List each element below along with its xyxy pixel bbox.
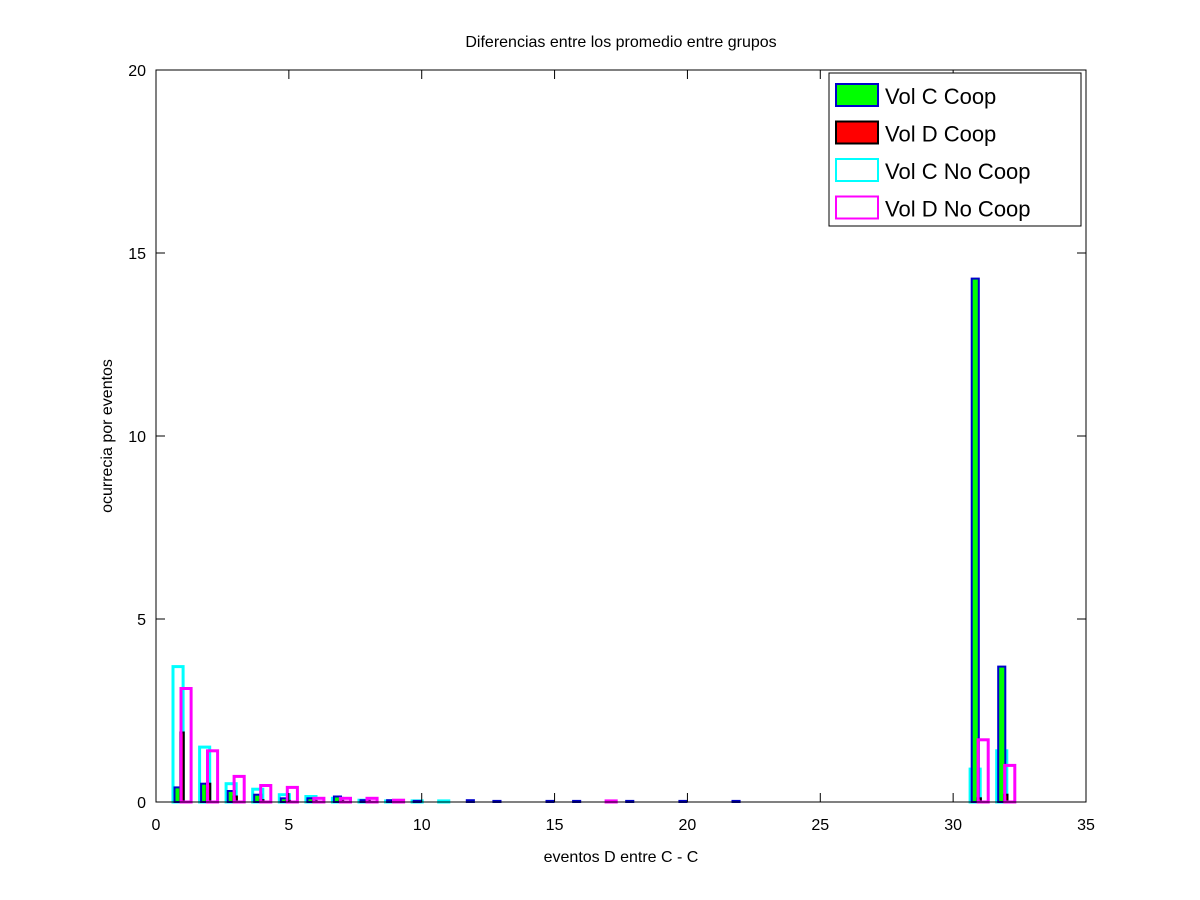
x-tick-label: 35	[1077, 817, 1095, 834]
x-tick-label: 10	[413, 817, 431, 834]
legend-label: Vol D No Coop	[885, 197, 1031, 222]
y-tick-label: 15	[128, 246, 146, 263]
legend-swatch-vol-c-coop	[835, 83, 879, 107]
y-tick-label: 20	[128, 63, 146, 80]
legend-label: Vol C Coop	[885, 84, 996, 109]
legend-label: Vol C No Coop	[885, 159, 1031, 184]
x-tick-label: 20	[679, 817, 697, 834]
chart-title: Diferencias entre los promedio entre gru…	[465, 34, 776, 51]
x-tick-label: 25	[811, 817, 829, 834]
y-tick-label: 5	[137, 612, 146, 629]
y-axis-label: ocurrecia por eventos	[99, 359, 116, 513]
bar-vol-c-coop-x31	[970, 277, 980, 804]
bars-layer	[171, 277, 1017, 804]
legend-swatch-vol-c-no-coop	[835, 158, 879, 182]
legend-swatch-vol-d-no-coop	[835, 195, 879, 220]
y-tick-label: 10	[128, 429, 146, 446]
x-tick-label: 5	[284, 817, 293, 834]
legend-label: Vol D Coop	[885, 122, 996, 147]
ticks-layer: 0 5 10 15 20 25 30 35 0 5 10 15 20	[128, 63, 1095, 834]
legend: Vol C Coop Vol D Coop Vol C No Coop Vol D N…	[828, 72, 1082, 227]
x-axis-label: eventos D entre C - C	[544, 849, 699, 866]
legend-swatch-vol-d-coop	[835, 120, 879, 145]
y-tick-label: 0	[137, 795, 146, 812]
x-tick-label: 0	[152, 817, 161, 834]
x-tick-label: 15	[546, 817, 564, 834]
x-tick-label: 30	[944, 817, 962, 834]
